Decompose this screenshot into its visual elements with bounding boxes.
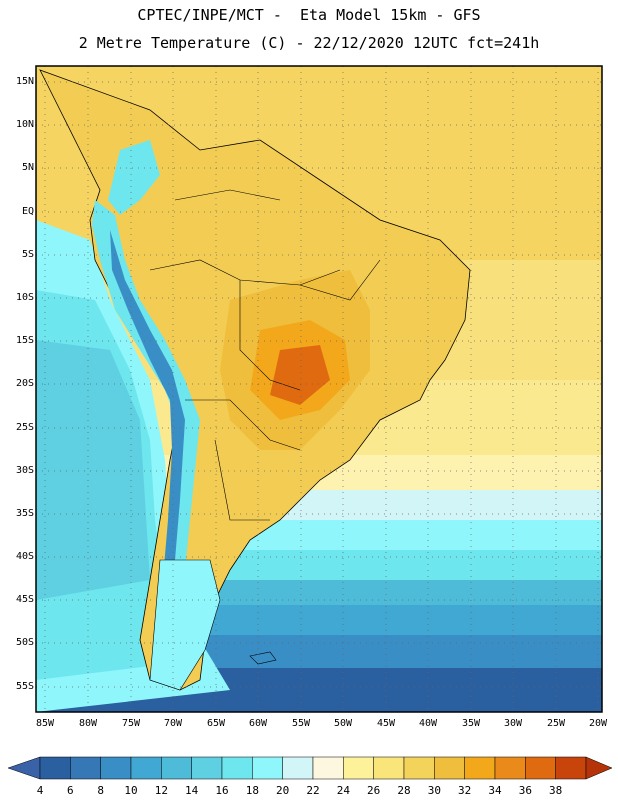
latitude-label: 45S <box>15 594 34 605</box>
longitude-label: 85W <box>35 718 55 729</box>
colorbar-label: 38 <box>549 784 563 797</box>
latitude-label: 25S <box>15 422 34 433</box>
colorbar-label: 34 <box>488 784 502 797</box>
colorbar-over-arrow <box>585 756 613 780</box>
colorbar-label: 20 <box>276 784 290 797</box>
longitude-label: 45W <box>376 718 396 729</box>
map-field <box>36 66 602 712</box>
colorbar-swatch <box>312 756 344 780</box>
latitude-label: EQ <box>21 206 34 217</box>
colorbar-under-arrow <box>7 756 41 780</box>
latitude-label: 20S <box>15 378 34 389</box>
colorbar-label: 14 <box>185 784 199 797</box>
colorbar-swatch <box>70 756 101 780</box>
longitude-label: 20W <box>588 718 608 729</box>
map-frame <box>35 65 603 713</box>
colorbar-swatch <box>221 756 253 780</box>
colorbar-swatch <box>39 756 71 780</box>
longitude-label: 65W <box>206 718 226 729</box>
longitude-label: 60W <box>248 718 268 729</box>
colorbar-label: 18 <box>245 784 259 797</box>
latitude-label: 5N <box>21 162 34 173</box>
latitude-label: 40S <box>15 551 34 562</box>
latitude-label: 55S <box>15 681 34 692</box>
colorbar-swatch <box>130 756 162 780</box>
colorbar-swatch <box>100 756 132 780</box>
colorbar-swatch <box>494 756 526 780</box>
colorbar-label: 36 <box>518 784 532 797</box>
colorbar-label: 4 <box>36 784 44 797</box>
latitude-label: 30S <box>15 465 34 476</box>
colorbar-label: 26 <box>367 784 381 797</box>
longitude-label: 40W <box>418 718 438 729</box>
colorbar-label: 12 <box>154 784 168 797</box>
colorbar-label: 10 <box>124 784 138 797</box>
colorbar-label: 8 <box>97 784 104 797</box>
latitude-label: 15N <box>15 76 34 87</box>
colorbar-label: 32 <box>458 784 472 797</box>
colorbar-label: 28 <box>397 784 411 797</box>
latitude-label: 5S <box>21 249 34 260</box>
colorbar <box>7 756 613 780</box>
colorbar-label: 16 <box>215 784 229 797</box>
colorbar-swatch <box>464 756 496 780</box>
colorbar-swatch <box>191 756 223 780</box>
colorbar-swatch <box>434 756 465 780</box>
colorbar-label: 30 <box>427 784 441 797</box>
colorbar-swatch <box>161 756 192 780</box>
colorbar-label: 24 <box>336 784 350 797</box>
longitude-label: 55W <box>291 718 311 729</box>
colorbar-swatch <box>343 756 374 780</box>
latitude-label: 10N <box>15 119 34 130</box>
colorbar-swatch <box>282 756 314 780</box>
longitude-label: 35W <box>461 718 481 729</box>
longitude-label: 25W <box>546 718 566 729</box>
map-title: CPTEC/INPE/MCT - Eta Model 15km - GFS <box>137 6 481 24</box>
longitude-label: 30W <box>503 718 523 729</box>
longitude-label: 80W <box>78 718 98 729</box>
map-subtitle: 2 Metre Temperature (C) - 22/12/2020 12U… <box>78 34 540 52</box>
latitude-label: 50S <box>15 637 34 648</box>
longitude-label: 50W <box>333 718 353 729</box>
colorbar-swatch <box>555 756 587 780</box>
colorbar-swatch <box>525 756 556 780</box>
colorbar-swatch <box>373 756 405 780</box>
colorbar-label: 6 <box>67 784 74 797</box>
colorbar-label: 22 <box>306 784 320 797</box>
colorbar-swatch <box>403 756 435 780</box>
latitude-label: 35S <box>15 508 34 519</box>
latitude-label: 15S <box>15 335 34 346</box>
longitude-label: 75W <box>121 718 141 729</box>
latitude-label: 10S <box>15 292 34 303</box>
longitude-label: 70W <box>163 718 183 729</box>
colorbar-swatch <box>252 756 283 780</box>
